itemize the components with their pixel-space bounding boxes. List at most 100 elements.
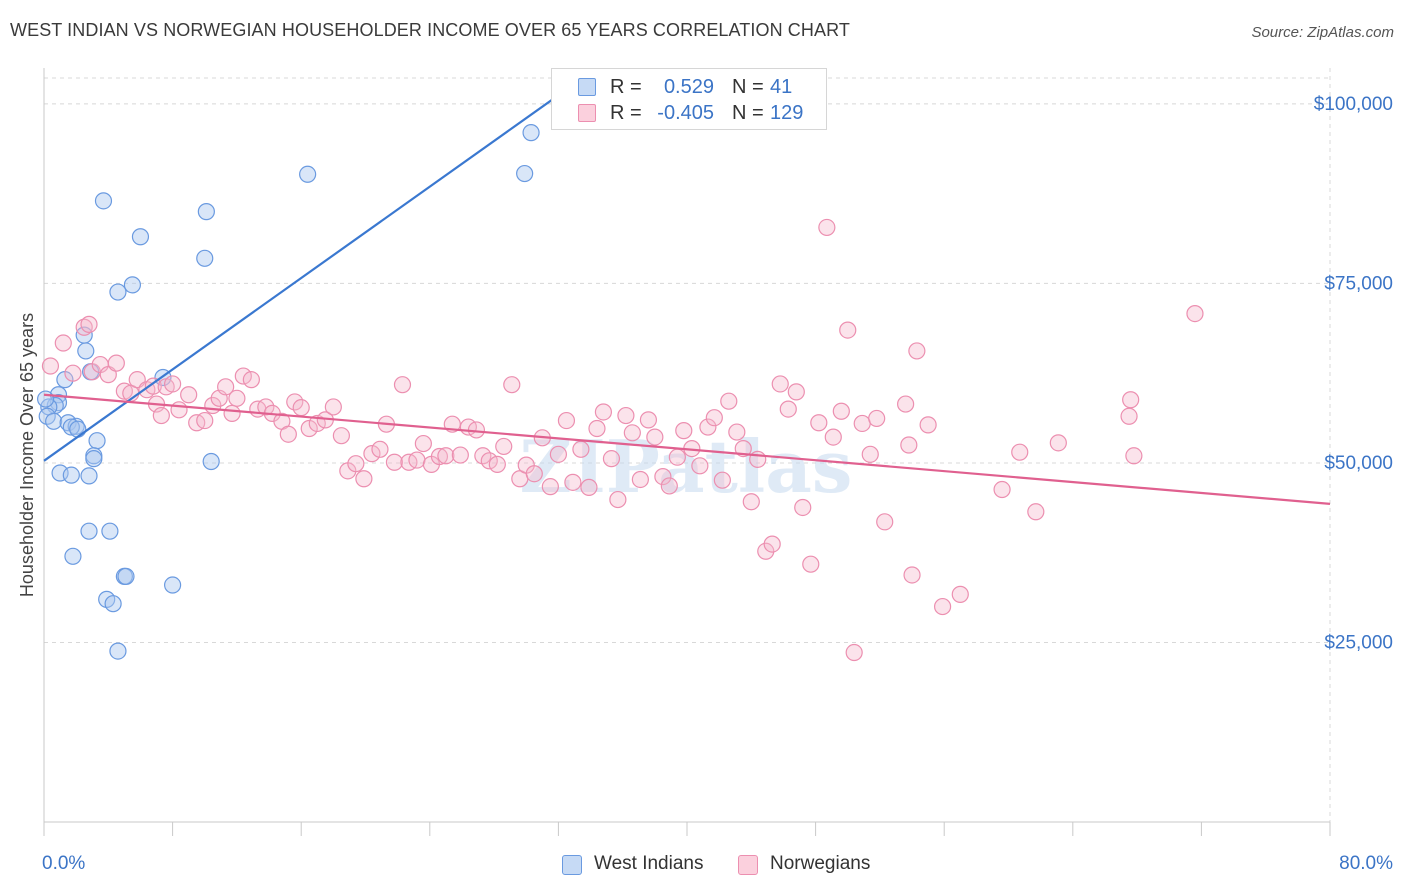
norwegians-point <box>675 422 693 440</box>
west-indians-swatch <box>578 78 596 96</box>
norwegians-point <box>919 416 937 434</box>
west-indians-point <box>88 432 106 450</box>
norwegians-point <box>572 440 590 458</box>
norwegians-point <box>430 447 449 466</box>
y-tick-label: $25,000 <box>1324 632 1393 653</box>
x-tick-label-min: 0.0% <box>42 853 85 874</box>
norwegians-point <box>763 535 781 553</box>
west-indians-point <box>202 452 220 471</box>
norwegians-point <box>414 434 432 453</box>
west-indians-point <box>94 192 113 210</box>
west-indians-point <box>104 595 122 613</box>
norwegians-point <box>152 406 170 425</box>
norwegians-point <box>691 457 709 475</box>
x-tick-label-max: 80.0% <box>1339 853 1393 874</box>
norwegians-point <box>408 451 426 469</box>
norwegians-point <box>742 493 760 511</box>
norwegians-point <box>654 467 672 486</box>
norwegians-legend-swatch <box>738 855 758 875</box>
west-indians-point <box>109 642 127 660</box>
y-tick-label: $50,000 <box>1324 453 1393 474</box>
chart-title: WEST INDIAN VS NORWEGIAN HOUSEHOLDER INC… <box>10 20 850 40</box>
norwegians-point <box>1027 503 1045 521</box>
west-indians-point <box>45 412 63 430</box>
west-indians-point <box>123 276 142 294</box>
norwegians-point <box>564 473 582 491</box>
west-indians-point <box>80 467 98 485</box>
norwegians-point <box>908 342 926 360</box>
west-indians-point <box>77 342 95 360</box>
norwegians-point <box>594 403 613 421</box>
norwegians-point <box>713 471 731 489</box>
norwegians-legend-label: Norwegians <box>770 853 871 874</box>
norwegians-point <box>1120 407 1138 425</box>
norwegians-point <box>861 445 879 463</box>
norwegians-trend-line <box>43 393 1331 505</box>
norwegians-point <box>144 377 162 395</box>
norwegians-point <box>853 414 871 433</box>
norwegians-point <box>845 643 863 662</box>
west-indians-point <box>80 522 98 540</box>
norwegians-point <box>639 411 658 429</box>
norwegians-point <box>385 453 404 471</box>
norwegians-point <box>347 455 365 473</box>
r-value: -0.405 <box>657 102 714 124</box>
norwegians-point <box>115 382 133 400</box>
series-legend: West Indians Norwegians <box>0 851 1406 879</box>
norwegians-point <box>839 321 857 339</box>
norwegians-point <box>279 425 297 443</box>
norwegians-point <box>771 375 789 393</box>
norwegians-point <box>757 542 775 560</box>
norwegians-point <box>223 404 241 423</box>
norwegians-point <box>371 440 389 458</box>
norwegians-point <box>164 375 182 393</box>
norwegians-point <box>549 445 568 463</box>
norwegians-point <box>699 418 717 436</box>
y-axis-label: Householder Income Over 65 years <box>17 313 37 597</box>
west-indians-point <box>522 124 540 142</box>
west-indians-point <box>64 547 82 565</box>
norwegians-point <box>824 428 842 446</box>
norwegians-point <box>437 447 455 465</box>
norwegians-point <box>495 437 513 456</box>
norwegians-point <box>623 424 641 442</box>
norwegians-point <box>1049 434 1067 452</box>
norwegians-point <box>170 401 188 419</box>
norwegians-point <box>41 357 60 375</box>
west-indians-point <box>37 390 55 408</box>
norwegians-point <box>557 411 576 430</box>
norwegians-point <box>257 398 275 416</box>
n-value: 129 <box>770 102 804 124</box>
norwegians-point <box>541 478 559 496</box>
norwegians-point <box>324 398 342 416</box>
n-value: 41 <box>770 76 793 98</box>
axes <box>43 68 1331 836</box>
west-indians-point <box>197 203 215 221</box>
norwegians-point <box>897 395 915 413</box>
source-label: Source: ZipAtlas.com <box>1251 24 1394 41</box>
norwegians-point <box>286 393 304 411</box>
norwegians-point <box>779 400 797 418</box>
west-indians-legend-swatch <box>562 855 582 875</box>
norwegians-point <box>580 478 598 496</box>
y-tick-label: $100,000 <box>1314 94 1393 115</box>
norwegians-point <box>1011 443 1029 461</box>
west-indians-point <box>69 420 87 438</box>
norwegians-point <box>787 383 805 401</box>
norwegians-point <box>903 566 921 584</box>
norwegians-point <box>617 406 635 425</box>
west-indians-point <box>62 418 80 436</box>
norwegians-point <box>602 450 621 468</box>
norwegians-point <box>1186 304 1204 323</box>
axis-labels: $25,000 $50,000 $75,000 $100,000 0.0% 80.0% Ho… <box>17 94 1393 874</box>
west-indians-point <box>131 228 150 246</box>
norwegians-point <box>720 392 738 410</box>
norwegians-point <box>951 585 969 603</box>
norwegians-point <box>64 364 82 382</box>
norwegians-point <box>668 448 686 466</box>
norwegians-point <box>228 389 246 407</box>
west-indians-legend-label: West Indians <box>594 853 704 874</box>
norwegians-point <box>728 423 746 441</box>
west-indians-point <box>49 394 68 412</box>
